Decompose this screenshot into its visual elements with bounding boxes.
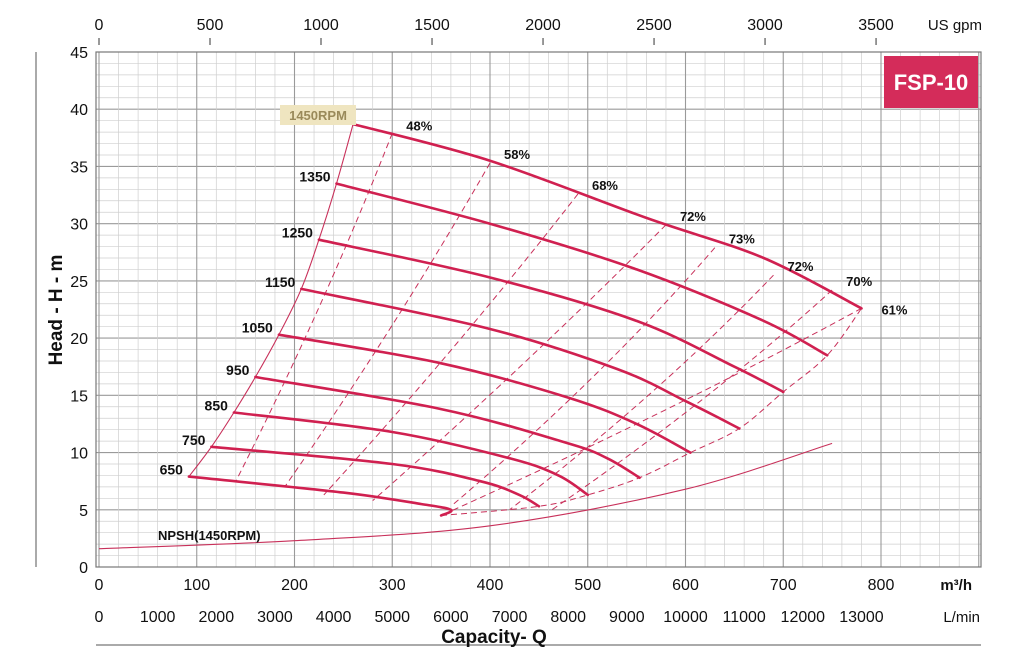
x-tick-label-gpm: 3000 [747,17,783,34]
x-tick-label-gpm: 3500 [858,17,894,34]
x-tick-label-lmin: 13000 [839,609,884,626]
efficiency-label: 58% [504,147,530,162]
x-tick-label-m3h: 100 [183,577,210,594]
y-tick-label: 45 [70,45,88,62]
efficiency-label: 70% [846,274,872,289]
y-tick-label: 30 [70,217,88,234]
x-tick-label-lmin: 4000 [316,609,352,626]
efficiency-line [372,224,667,501]
speed-curve-750 [210,445,541,508]
efficiency-label: 68% [592,178,618,193]
y-tick-label: 25 [70,274,88,291]
efficiency-label: 73% [729,232,755,247]
speed-label-650: 650 [160,462,184,478]
rated-speed-label: 1450RPM [289,108,347,123]
speed-label-750: 750 [182,432,206,448]
npsh-curve [98,442,833,550]
speed-curve-1150 [300,287,741,430]
speed-curve-1050 [277,333,692,454]
speed-curve-1450RPM [351,122,863,310]
bottom-axis-unit: m³/h [940,577,972,594]
speed-curve-1250 [317,238,785,394]
x-tick-label-m3h: 700 [770,577,797,594]
x-tick-label-gpm: 2000 [525,17,561,34]
efficiency-label: 48% [406,118,432,133]
x-tick-label-lmin: 11000 [722,609,765,626]
y-axis-ticks: 0 5 10 15 20 25 30 35 40 45 [70,45,88,577]
speed-curve-950 [254,375,641,479]
efficiency-label: 72% [787,259,813,274]
efficiency-line [284,162,491,488]
speed-label-1150: 1150 [265,274,296,290]
speed-label-850: 850 [205,398,229,414]
y-tick-label: 15 [70,388,88,405]
x-tick-label-gpm: 2500 [636,17,672,34]
bottom-axis-ticks: 0 100 200 300 400 500 600 700 800 [95,577,895,594]
lmin-axis-ticks: 0 1000 2000 3000 4000 5000 6000 7000 8000 9000 100… [95,609,884,626]
x-tick-label-m3h: 800 [868,577,895,594]
speed-label-1350: 1350 [299,169,330,185]
y-tick-label: 0 [79,560,88,577]
speed-label-1050: 1050 [242,320,273,336]
speed-curve-650 [187,475,453,517]
efficiency-label: 72% [680,209,706,224]
lmin-axis-unit: L/min [943,609,980,626]
x-tick-label-m3h: 400 [477,577,504,594]
grid [96,51,981,568]
x-tick-label-m3h: 500 [574,577,601,594]
y-tick-label: 10 [70,446,88,463]
x-tick-label-m3h: 200 [281,577,308,594]
y-tick-label: 35 [70,159,88,176]
y-axis-label: Head - H - m [46,255,67,366]
speed-label-1250: 1250 [282,225,313,241]
x-tick-label-gpm: 1500 [414,17,450,34]
top-axis-unit: US gpm [928,17,982,34]
efficiency-line [509,274,774,511]
efficiency-line [548,289,833,513]
speed-curves [187,122,863,517]
y-tick-label: 5 [79,503,88,520]
speed-curve-1350 [335,182,829,357]
x-axis-label: Capacity- Q [441,627,547,648]
rated-speed-tag [280,105,356,125]
x-tick-label-lmin: 5000 [374,609,410,626]
x-tick-label-gpm: 500 [197,17,224,34]
x-tick-label-lmin: 2000 [199,609,235,626]
x-tick-label-m3h: 300 [379,577,406,594]
x-tick-label-lmin: 7000 [492,609,528,626]
efficiency-line [235,133,393,482]
x-tick-label-lmin: 6000 [433,609,469,626]
chart-title: FSP-10 [894,70,969,95]
x-tick-label-lmin: 1000 [140,609,176,626]
x-tick-label-m3h: 600 [672,577,699,594]
efficiency-labels: 48% 58% 68% 72% 73% 72% 70% 61% [406,118,908,317]
x-tick-label-lmin: 8000 [550,609,586,626]
x-tick-label-gpm: 1000 [303,17,339,34]
envelope-right [441,308,862,516]
y-tick-label: 40 [70,102,88,119]
npsh-label: NPSH(1450RPM) [158,528,261,543]
speed-curve-850 [232,411,590,497]
x-tick-label-lmin: 3000 [257,609,293,626]
plot-border [95,51,982,568]
title-badge [884,56,978,108]
y-tick-label: 20 [70,331,88,348]
x-tick-label-lmin: 0 [95,609,104,626]
x-tick-label-lmin: 12000 [781,609,826,626]
efficiency-line [323,193,579,496]
speed-label-950: 950 [226,362,250,378]
speed-labels: 1350 1250 1150 1050 950 850 750 650 [160,169,331,478]
x-tick-label-m3h: 0 [95,577,104,594]
x-tick-label-lmin: 10000 [663,609,708,626]
top-axis-ticks: 0 500 1000 1500 2000 2500 3000 3500 [95,17,894,45]
npsh-curve-group [98,442,833,550]
x-tick-label-lmin: 9000 [609,609,645,626]
x-tick-label-gpm: 0 [95,17,104,34]
efficiency-label: 61% [881,302,907,317]
